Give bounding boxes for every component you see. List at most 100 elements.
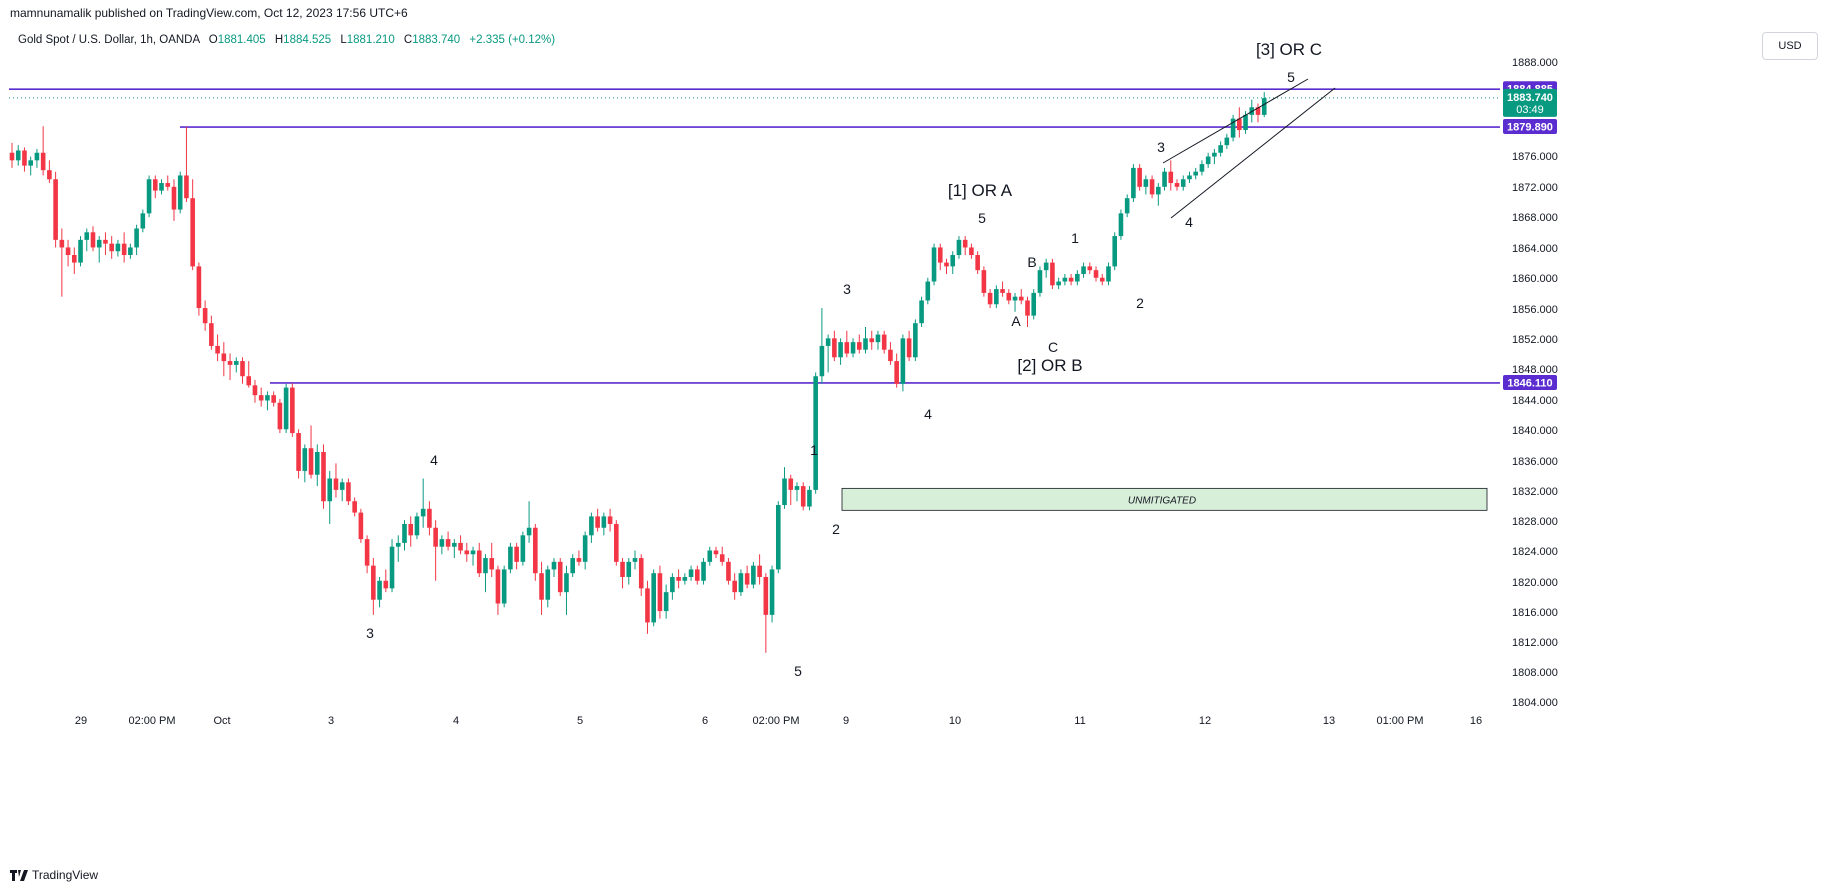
low-value: 1881.210 bbox=[346, 34, 395, 46]
y-tick-label: 1808.000 bbox=[1512, 667, 1558, 679]
candle-body bbox=[1174, 183, 1180, 187]
change-value: +2.335 (+0.12%) bbox=[469, 34, 556, 46]
candle-body bbox=[614, 523, 619, 562]
level-1846-label: 1846.110 bbox=[1507, 377, 1552, 389]
wave-label: 4 bbox=[430, 452, 438, 468]
tradingview-brand[interactable]: TradingView bbox=[10, 868, 98, 882]
candle-body bbox=[47, 170, 52, 180]
open-value: 1881.405 bbox=[217, 34, 266, 46]
candle-body bbox=[508, 546, 513, 570]
candle-body bbox=[913, 323, 918, 358]
level-1879-label-bg bbox=[1503, 119, 1557, 135]
candle-body bbox=[1224, 137, 1230, 146]
candle-body bbox=[65, 247, 71, 256]
candle-body bbox=[290, 387, 295, 434]
y-tick-label: 1872.000 bbox=[1512, 182, 1558, 194]
candle-body bbox=[1043, 262, 1049, 271]
x-tick-label: 13 bbox=[1323, 715, 1335, 727]
symbol-legend: Gold Spot / U.S. Dollar, 1h, OANDA O1881… bbox=[18, 34, 555, 46]
x-tick-label: 3 bbox=[328, 715, 334, 727]
candle-body bbox=[327, 478, 333, 502]
zone-label: UNMITIGATED bbox=[1128, 495, 1196, 506]
candle-body bbox=[227, 361, 233, 365]
candle-body bbox=[483, 558, 488, 574]
level-1879-label: 1879.890 bbox=[1507, 122, 1553, 134]
wave-label: 1 bbox=[1071, 230, 1079, 246]
candle-body bbox=[464, 550, 470, 555]
candle-body bbox=[90, 232, 96, 248]
high-value: 1884.525 bbox=[283, 34, 332, 46]
candle-body bbox=[358, 512, 364, 540]
candle-body bbox=[726, 561, 731, 581]
candle-body bbox=[832, 338, 837, 358]
symbol-name[interactable]: Gold Spot / U.S. Dollar, 1h, OANDA bbox=[18, 34, 200, 46]
candle-body bbox=[339, 482, 345, 490]
candle-body bbox=[103, 239, 108, 244]
candle-body bbox=[1062, 277, 1068, 282]
candle-body bbox=[277, 402, 283, 430]
candle-body bbox=[1099, 277, 1105, 282]
tradingview-brand-label: TradingView bbox=[32, 868, 99, 882]
candle-body bbox=[352, 501, 357, 513]
candle-body bbox=[539, 573, 544, 600]
y-tick-label: 1828.000 bbox=[1512, 516, 1558, 528]
tradingview-logo-icon bbox=[10, 869, 28, 881]
candle-body bbox=[265, 395, 270, 401]
wave-label: B bbox=[1027, 254, 1036, 270]
candle-body bbox=[152, 179, 158, 191]
wedge-lines bbox=[1162, 78, 1336, 219]
candle-body bbox=[1006, 292, 1012, 301]
candle-body bbox=[271, 395, 276, 403]
candle-body bbox=[638, 558, 644, 589]
wave-label: [1] OR A bbox=[948, 181, 1013, 200]
candle-body bbox=[72, 255, 77, 263]
currency-button[interactable]: USD bbox=[1762, 32, 1818, 60]
x-tick-label: 16 bbox=[1470, 715, 1482, 727]
candle-body bbox=[520, 535, 526, 562]
candle-body bbox=[258, 395, 264, 401]
candles bbox=[9, 92, 1267, 653]
candle-body bbox=[969, 247, 974, 256]
candle-body bbox=[84, 232, 90, 240]
candle-body bbox=[346, 482, 351, 502]
candle-body bbox=[1124, 198, 1130, 214]
x-tick-label: 5 bbox=[577, 715, 583, 727]
candle-body bbox=[209, 323, 214, 346]
candle-body bbox=[601, 516, 607, 528]
candle-body bbox=[931, 247, 937, 282]
candle-body bbox=[445, 539, 451, 547]
wave-label: C bbox=[1048, 339, 1058, 355]
wave-label: 2 bbox=[832, 521, 840, 537]
wave-label: [2] OR B bbox=[1017, 356, 1082, 375]
published-caption: mamnunamalik published on TradingView.co… bbox=[10, 6, 408, 20]
x-tick-label: 01:00 PM bbox=[1376, 715, 1423, 727]
candle-body bbox=[1180, 179, 1186, 187]
candle-body bbox=[221, 353, 227, 362]
candle-body bbox=[302, 448, 308, 471]
candle-body bbox=[9, 152, 15, 161]
candle-body bbox=[557, 561, 563, 593]
y-tick-label: 1844.000 bbox=[1512, 395, 1558, 407]
candle-body bbox=[1187, 175, 1192, 180]
candle-body bbox=[551, 561, 557, 570]
wave-label: A bbox=[1011, 313, 1021, 329]
wave-label: 3 bbox=[366, 625, 374, 641]
y-tick-label: 1804.000 bbox=[1512, 697, 1558, 709]
candle-body bbox=[1081, 266, 1086, 274]
x-tick-label: 9 bbox=[843, 715, 849, 727]
candle-body bbox=[414, 516, 420, 536]
y-tick-label: 1824.000 bbox=[1512, 546, 1558, 558]
x-tick-label: 29 bbox=[75, 715, 87, 727]
candle-body bbox=[533, 527, 538, 574]
candle-body bbox=[364, 539, 370, 566]
candle-body bbox=[1156, 186, 1161, 195]
y-tick-label: 1876.000 bbox=[1512, 151, 1558, 163]
candle-body bbox=[925, 281, 931, 301]
wave-label: 4 bbox=[1185, 214, 1193, 230]
y-tick-label: 1836.000 bbox=[1512, 456, 1558, 468]
y-tick-label: 1816.000 bbox=[1512, 607, 1558, 619]
candle-body bbox=[962, 239, 968, 248]
candle-body bbox=[657, 573, 663, 612]
candle-body bbox=[15, 150, 21, 161]
